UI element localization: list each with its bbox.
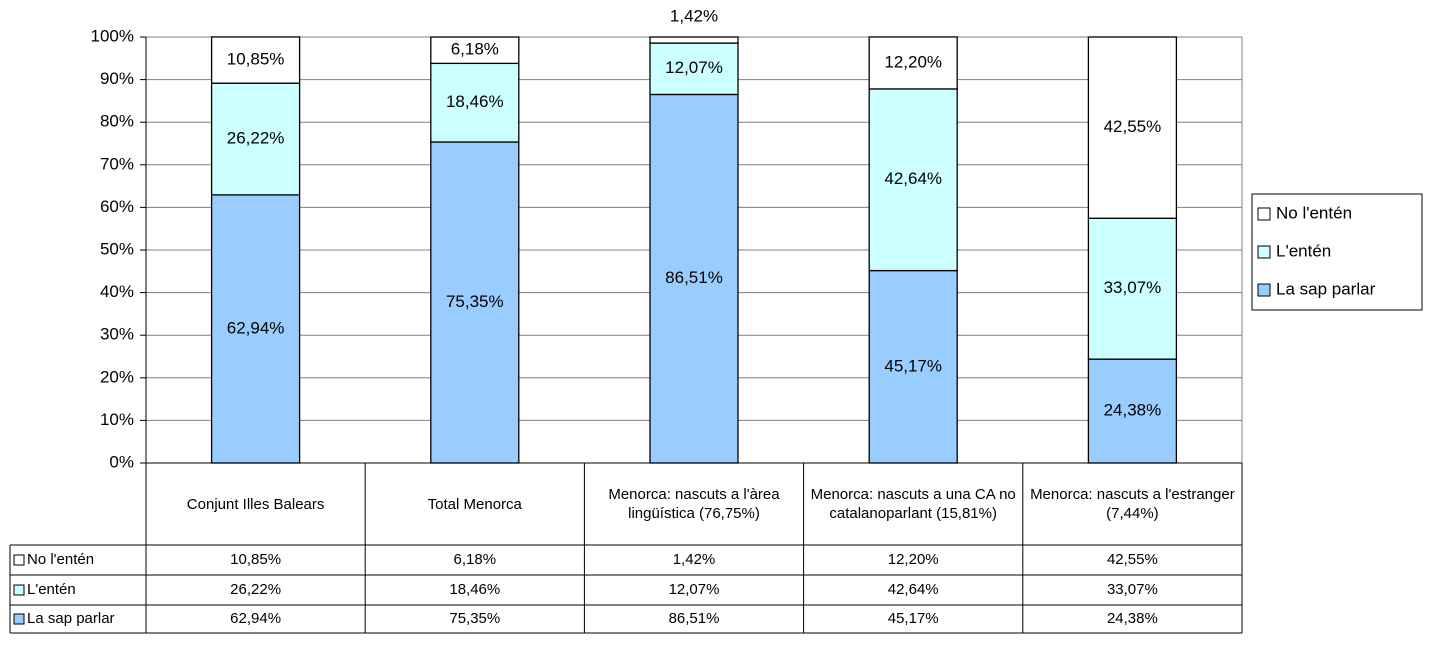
legend	[1251, 193, 1423, 311]
y-tick-label: 50%	[100, 239, 134, 258]
category-label: Menorca: nascuts a l'àrea lingüística (7…	[608, 486, 780, 522]
data-label: 6,18%	[451, 40, 499, 59]
bar-segment	[649, 93, 739, 464]
category-label: Menorca: nascuts a una CA no catalanopar…	[810, 486, 1016, 522]
bar-segment	[868, 36, 958, 90]
legend-swatch	[1257, 283, 1271, 297]
y-tick-label: 40%	[100, 282, 134, 301]
bar-segment	[1087, 217, 1178, 360]
data-label: 26,22%	[227, 129, 285, 148]
data-label: 75,35%	[446, 292, 504, 311]
data-label: 12,20%	[884, 52, 942, 71]
table-row-label: No l'entén	[27, 551, 94, 568]
table-swatch	[13, 554, 25, 566]
legend-label: No l'entén	[1276, 203, 1352, 222]
category-label: Menorca: nascuts a l'estranger (7,44%)	[1030, 486, 1235, 522]
bar-segment	[1087, 358, 1178, 464]
table-cell: 6,18%	[454, 551, 497, 568]
bar-segment	[430, 36, 520, 65]
data-label: 1,42%	[670, 6, 718, 25]
legend-swatch	[1257, 245, 1271, 259]
data-label: 42,55%	[1104, 117, 1162, 136]
table-cell: 86,51%	[669, 610, 720, 627]
legend-label: La sap parlar	[1276, 279, 1376, 298]
table-cell: 12,07%	[669, 581, 720, 598]
data-label: 42,64%	[884, 169, 942, 188]
bar-segment	[430, 141, 520, 464]
data-label: 86,51%	[665, 268, 723, 287]
table-cell: 10,85%	[230, 551, 281, 568]
bar-segment	[210, 36, 301, 84]
table-cell: 24,38%	[1107, 610, 1158, 627]
bar-segment	[210, 194, 301, 464]
legend-label: L'entén	[1276, 241, 1331, 260]
table-cell: 42,55%	[1107, 551, 1158, 568]
data-label: 12,07%	[665, 58, 723, 77]
table-swatch	[13, 613, 25, 625]
table-swatch	[13, 584, 25, 596]
y-tick-label: 20%	[100, 367, 134, 386]
table-cell: 33,07%	[1107, 581, 1158, 598]
bar-segment	[868, 88, 958, 272]
y-tick-label: 100%	[91, 26, 134, 45]
table-cell: 12,20%	[888, 551, 939, 568]
y-tick-label: 90%	[100, 69, 134, 88]
data-label: 33,07%	[1104, 278, 1162, 297]
table-cell: 45,17%	[888, 610, 939, 627]
y-tick-label: 0%	[109, 452, 134, 471]
data-label: 62,94%	[227, 318, 285, 337]
data-label: 45,17%	[884, 356, 942, 375]
bar-segment	[649, 36, 739, 44]
bar-segment	[649, 42, 739, 96]
y-tick-label: 30%	[100, 325, 134, 344]
bar-segment	[210, 82, 301, 196]
table-row-label: L'entén	[27, 581, 76, 598]
table-cell: 1,42%	[673, 551, 716, 568]
table-row-label: La sap parlar	[27, 610, 115, 627]
data-label: 10,85%	[227, 50, 285, 69]
table-cell: 75,35%	[449, 610, 500, 627]
legend-swatch	[1257, 207, 1271, 221]
category-label: Total Menorca	[427, 495, 522, 513]
y-tick-label: 60%	[100, 197, 134, 216]
y-tick-label: 70%	[100, 154, 134, 173]
table-cell: 62,94%	[230, 610, 281, 627]
bar-segment	[1087, 36, 1178, 219]
data-label: 18,46%	[446, 92, 504, 111]
table-cell: 18,46%	[449, 581, 500, 598]
y-tick-label: 10%	[100, 410, 134, 429]
bar-segment	[430, 62, 520, 143]
table-cell: 42,64%	[888, 581, 939, 598]
y-tick-label: 80%	[100, 112, 134, 131]
bar-segment	[868, 269, 958, 464]
table-cell: 26,22%	[230, 581, 281, 598]
data-label: 24,38%	[1104, 401, 1162, 420]
category-label: Conjunt Illes Balears	[186, 495, 325, 513]
